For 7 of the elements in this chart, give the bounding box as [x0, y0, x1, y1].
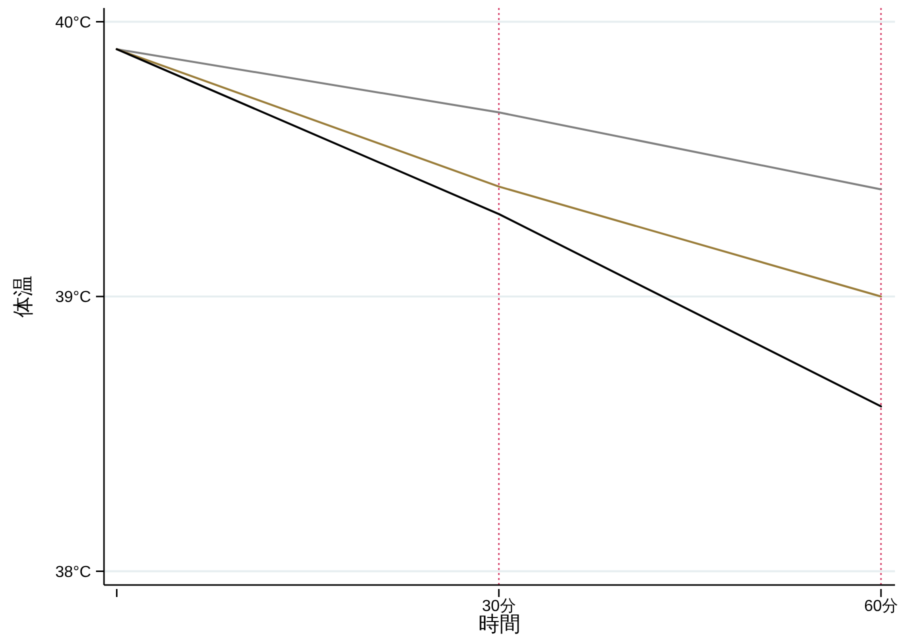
y-tick-label: 38°C — [55, 564, 91, 581]
y-tick-label: 39°C — [55, 289, 91, 306]
y-axis-title: 体温 — [12, 276, 35, 318]
x-tick-label: 30分 — [482, 598, 516, 615]
x-tick-label: 60分 — [864, 598, 898, 615]
x-axis-title: 時間 — [478, 613, 520, 636]
y-tick-label: 40°C — [55, 14, 91, 32]
